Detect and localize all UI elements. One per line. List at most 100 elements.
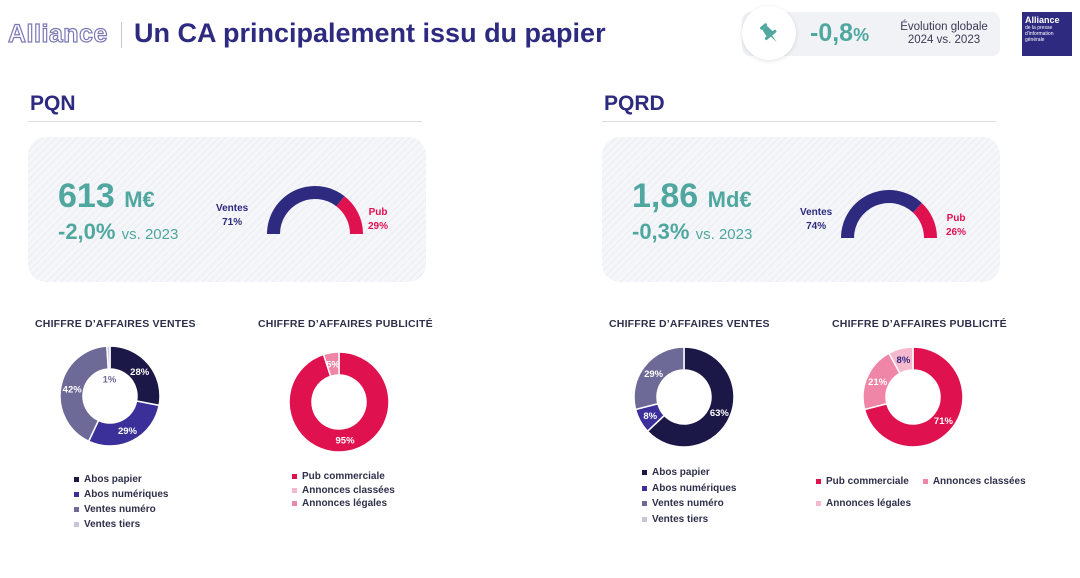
pqn-evolution: -2,0% vs. 2023: [58, 219, 178, 245]
donut-slice-annonces-l-gales: [322, 351, 340, 378]
donut-data-label: 71%: [934, 416, 954, 427]
pqn-ventes-chart-title: CHIFFRE D’AFFAIRES VENTES: [35, 318, 196, 330]
legend-swatch: [74, 507, 79, 512]
pqrd-ventes-chart-title: CHIFFRE D’AFFAIRES VENTES: [609, 318, 770, 330]
donut-data-label: 95%: [336, 436, 356, 447]
brand-divider: [121, 22, 122, 48]
legend-swatch: [74, 492, 79, 497]
legend-swatch: [642, 470, 647, 476]
pqn-pub-chart-title: CHIFFRE D’AFFAIRES PUBLICITÉ: [258, 318, 433, 330]
pqn-gauge-pub-name: Pub: [368, 207, 388, 218]
pqrd-pub-donut: 71% 21% 8%: [862, 346, 964, 448]
pqrd-revenue-unit: Md€: [707, 187, 752, 212]
pqn-evolution-suffix: vs. 2023: [121, 226, 179, 243]
legend-item: Ventes numéro: [642, 496, 736, 512]
legend-swatch: [816, 479, 821, 484]
pqn-hero-card: [28, 137, 426, 282]
legend-label: Annonces classées: [302, 484, 395, 496]
donut-data-label: 42%: [63, 384, 83, 395]
pqn-section-title: PQN: [30, 92, 76, 115]
legend-label: Annonces légales: [302, 498, 388, 509]
donut-data-label: 8%: [897, 355, 911, 366]
donut-data-label: 1%: [103, 375, 117, 386]
legend-label: Annonces classées: [932, 476, 1026, 487]
legend-item: Pub commerciale: [816, 476, 909, 487]
pqn-pub-donut: 95% 5%: [288, 351, 390, 453]
legend-swatch: [642, 516, 647, 522]
global-evolution-label-line2: 2024 vs. 2023: [907, 34, 981, 46]
pqrd-ventes-donut: 63% 8% 29%: [633, 346, 735, 448]
pqrd-revenue-value: 1,86: [632, 177, 699, 215]
legend-label: Ventes tiers: [652, 513, 709, 525]
donut-data-label: 29%: [644, 369, 664, 380]
legend-item: Pub commerciale: [292, 470, 395, 484]
pqn-revenue-value: 613: [58, 177, 115, 215]
header: Alliance Un CA principalement issu du pa…: [0, 0, 1080, 70]
pqrd-hero-card: [602, 137, 1000, 282]
pqrd-pub-chart-title: CHIFFRE D’AFFAIRES PUBLICITÉ: [832, 318, 1007, 330]
pqrd-gauge-pub-label: Pub 26%: [946, 212, 966, 240]
legend-swatch: [642, 501, 647, 507]
legend-item: Abos papier: [642, 465, 736, 481]
donut-slice-pub-commerciale: [288, 351, 390, 453]
legend-swatch: [642, 485, 647, 491]
donut-data-label: 5%: [326, 359, 340, 370]
pqrd-evolution-value: -0,3%: [632, 219, 690, 244]
brand-logo-text: Alliance: [7, 19, 108, 48]
legend-item: Annonces classées: [292, 484, 395, 498]
global-evolution-value: -0,8%: [810, 19, 869, 48]
gauge-segment-ventes: [267, 186, 345, 234]
donut-slice-pub-commerciale: [863, 346, 964, 448]
legend-label: Ventes numéro: [84, 504, 156, 515]
donut-slice-annonces-l-gales: [887, 346, 914, 375]
pqn-gauge-ventes-name: Ventes: [216, 203, 249, 214]
pqrd-pub-legend: Pub commerciale Annonces classées Annonc…: [816, 476, 1026, 509]
pqrd-gauge-chart: [841, 190, 937, 238]
pqn-ventes-legend: Abos papier Abos numériques Ventes numér…: [74, 472, 168, 532]
global-evolution-label-line1: Évolution globale: [900, 21, 988, 33]
legend-swatch: [292, 501, 297, 507]
logo-subtitle: de la presse d'information générale: [1025, 25, 1054, 43]
pqn-gauge-chart: [267, 186, 363, 234]
legend-label: Abos papier: [652, 467, 710, 478]
donut-data-label: 21%: [868, 377, 888, 388]
global-evolution-unit: %: [853, 25, 870, 45]
pqrd-gauge-ventes-label: Ventes 74%: [800, 206, 832, 234]
pqn-revenue-unit: M€: [124, 187, 155, 212]
donut-slice-ventes-tiers: [106, 345, 111, 370]
legend-label: Abos papier: [84, 474, 142, 485]
legend-label: Ventes numéro: [652, 498, 724, 509]
global-evolution-label: Évolution globale 2024 vs. 2023: [892, 21, 996, 47]
legend-label: Ventes tiers: [84, 519, 141, 530]
donut-slice-abos-num-riques: [87, 400, 160, 447]
legend-label: Abos numériques: [652, 482, 737, 494]
donut-data-label: 29%: [118, 426, 138, 437]
legend-item: Annonces légales: [816, 498, 1026, 509]
donut-data-label: 63%: [710, 408, 730, 419]
pqrd-gauge-pub-name: Pub: [946, 213, 966, 224]
logo-title: Alliance: [1025, 15, 1060, 25]
donut-slice-ventes-num-ro: [59, 345, 110, 443]
pqrd-revenue: 1,86 Md€: [632, 177, 752, 216]
donut-data-label: 8%: [643, 411, 657, 422]
pqn-gauge-pub-label: Pub 29%: [368, 206, 388, 234]
legend-label: Pub commerciale: [826, 476, 909, 487]
pqrd-evolution: -0,3% vs. 2023: [632, 219, 752, 245]
pqn-gauge-ventes-label: Ventes 71%: [216, 202, 248, 230]
legend-label: Abos numériques: [84, 489, 169, 500]
pqrd-section-title: PQRD: [604, 92, 665, 115]
gauge-segment-ventes: [841, 190, 922, 238]
legend-swatch: [74, 522, 79, 527]
pqn-evolution-value: -2,0%: [58, 219, 116, 244]
legend-swatch: [922, 479, 928, 484]
pqn-ventes-donut: 28% 29% 42% 1%: [59, 345, 161, 447]
legend-label: Annonces légales: [826, 498, 912, 509]
legend-item: Ventes tiers: [74, 517, 168, 532]
pqn-gauge-pub-pct: 29%: [368, 221, 389, 232]
pqn-revenue: 613 M€: [58, 177, 155, 216]
gauge-segment-pub: [336, 196, 363, 234]
global-evolution-number: -0,8: [810, 19, 854, 47]
pqrd-gauge-ventes-pct: 74%: [806, 221, 827, 232]
pqrd-section-rule: [602, 121, 996, 122]
pqn-section-rule: [28, 121, 422, 122]
